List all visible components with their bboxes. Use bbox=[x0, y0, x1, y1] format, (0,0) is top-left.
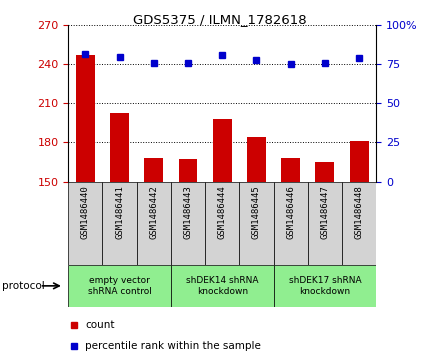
Text: empty vector
shRNA control: empty vector shRNA control bbox=[88, 276, 151, 295]
Bar bbox=[350, 141, 369, 182]
Bar bbox=[281, 158, 300, 182]
Bar bbox=[137, 182, 171, 265]
Text: GSM1486447: GSM1486447 bbox=[320, 186, 330, 240]
Text: GSM1486444: GSM1486444 bbox=[218, 186, 227, 240]
Text: GSM1486440: GSM1486440 bbox=[81, 186, 90, 240]
Text: GDS5375 / ILMN_1782618: GDS5375 / ILMN_1782618 bbox=[133, 13, 307, 26]
Bar bbox=[179, 159, 198, 182]
Bar bbox=[171, 265, 274, 307]
Text: GSM1486448: GSM1486448 bbox=[355, 186, 363, 240]
Bar bbox=[76, 55, 95, 182]
Bar bbox=[205, 182, 239, 265]
Bar bbox=[315, 162, 334, 182]
Text: GSM1486445: GSM1486445 bbox=[252, 186, 261, 240]
Bar bbox=[103, 182, 137, 265]
Bar bbox=[68, 265, 171, 307]
Bar bbox=[342, 182, 376, 265]
Bar bbox=[171, 182, 205, 265]
Bar bbox=[68, 182, 103, 265]
Bar bbox=[239, 182, 274, 265]
Bar bbox=[144, 158, 163, 182]
Text: GSM1486442: GSM1486442 bbox=[149, 186, 158, 240]
Bar bbox=[308, 182, 342, 265]
Text: shDEK14 shRNA
knockdown: shDEK14 shRNA knockdown bbox=[186, 276, 258, 295]
Text: GSM1486446: GSM1486446 bbox=[286, 186, 295, 240]
Bar bbox=[110, 113, 129, 182]
Text: percentile rank within the sample: percentile rank within the sample bbox=[85, 341, 261, 351]
Bar bbox=[247, 137, 266, 182]
Bar bbox=[274, 265, 376, 307]
Text: GSM1486443: GSM1486443 bbox=[183, 186, 192, 240]
Bar bbox=[274, 182, 308, 265]
Text: count: count bbox=[85, 321, 115, 330]
Text: shDEK17 shRNA
knockdown: shDEK17 shRNA knockdown bbox=[289, 276, 361, 295]
Bar bbox=[213, 119, 231, 182]
Text: GSM1486441: GSM1486441 bbox=[115, 186, 124, 240]
Text: protocol: protocol bbox=[2, 281, 45, 291]
